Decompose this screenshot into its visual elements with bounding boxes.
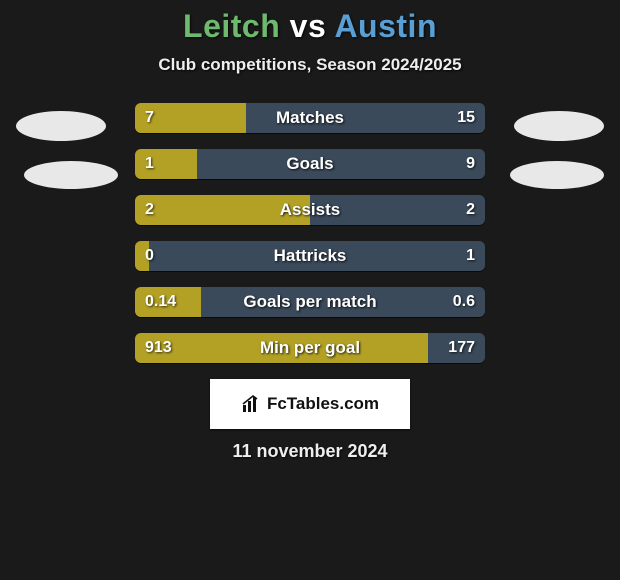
brand-badge[interactable]: FcTables.com	[210, 379, 410, 429]
subtitle: Club competitions, Season 2024/2025	[0, 55, 620, 75]
stat-row: 19Goals	[135, 149, 485, 179]
club-logo-right-2	[510, 161, 604, 189]
title-player1: Leitch	[183, 8, 280, 44]
stat-label: Min per goal	[135, 338, 485, 358]
club-logo-right-1	[514, 111, 604, 141]
brand-text: FcTables.com	[267, 394, 379, 414]
stats-area: 715Matches 19Goals 22Assists 01Hattricks 0.1…	[0, 103, 620, 363]
comparison-card: Leitch vs Austin Club competitions, Seas…	[0, 0, 620, 462]
club-logo-left-2	[24, 161, 118, 189]
club-logo-left-1	[16, 111, 106, 141]
stat-row: 715Matches	[135, 103, 485, 133]
date-text: 11 november 2024	[0, 441, 620, 462]
chart-icon	[241, 394, 261, 414]
stat-label: Matches	[135, 108, 485, 128]
stat-row: 0.140.6Goals per match	[135, 287, 485, 317]
stat-row: 01Hattricks	[135, 241, 485, 271]
stat-label: Hattricks	[135, 246, 485, 266]
page-title: Leitch vs Austin	[0, 8, 620, 45]
stat-label: Goals per match	[135, 292, 485, 312]
stat-row: 22Assists	[135, 195, 485, 225]
bars-container: 715Matches 19Goals 22Assists 01Hattricks 0.1…	[135, 103, 485, 363]
title-vs: vs	[290, 8, 327, 44]
stat-row: 913177Min per goal	[135, 333, 485, 363]
stat-label: Goals	[135, 154, 485, 174]
stat-label: Assists	[135, 200, 485, 220]
title-player2: Austin	[334, 8, 437, 44]
